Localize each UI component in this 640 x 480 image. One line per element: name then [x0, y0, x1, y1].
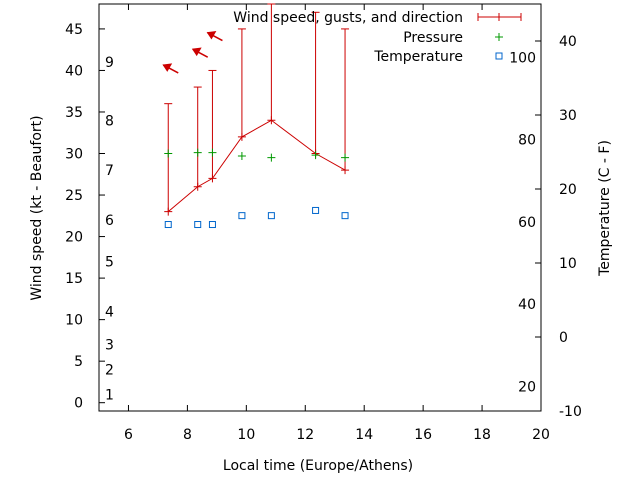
- beaufort-label: 9: [105, 55, 114, 71]
- wind-speed-point: [208, 174, 217, 183]
- beaufort-label: 6: [105, 213, 114, 229]
- pressure-point: [237, 152, 246, 161]
- wind-direction-arrow: [206, 30, 223, 42]
- legend-sample: [495, 33, 503, 41]
- pressure-series: [164, 148, 350, 162]
- wind-speed-point: [341, 166, 350, 175]
- beaufort-label: 4: [105, 304, 114, 320]
- wind-direction-arrow: [162, 63, 179, 74]
- plot-border: [98, 3, 542, 412]
- x-axis-label: Local time (Europe/Athens): [223, 458, 413, 474]
- beaufort-label: 2: [105, 362, 114, 378]
- y-right-tick-label: -10: [559, 404, 582, 420]
- fahrenheit-scale-labels: 20 40 60 80 100: [509, 50, 536, 395]
- wind-speed-point: [237, 132, 246, 141]
- beaufort-label: 7: [105, 163, 114, 179]
- y-right-tick-label: 40: [559, 34, 577, 50]
- wind-direction-arrows: [162, 30, 223, 74]
- y-left-tick-label: 30: [65, 147, 83, 163]
- y-left-tick-label: 15: [65, 271, 83, 287]
- beaufort-label: 3: [105, 338, 114, 354]
- legend: Wind speed, gusts, and direction Pressure…: [233, 10, 522, 65]
- x-tick-label: 12: [296, 427, 314, 443]
- y-left-tick-label: 0: [74, 396, 83, 412]
- y-left-tick-label: 45: [65, 22, 83, 38]
- legend-label: Pressure: [403, 30, 463, 46]
- y-left-tick-label: 35: [65, 105, 83, 121]
- y-right-axis-ticks: -10 0 10 20 30 40: [535, 34, 582, 420]
- y-right-tick-label: 0: [559, 330, 568, 346]
- temperature-point: [341, 212, 349, 220]
- y-left-tick-label: 10: [65, 313, 83, 329]
- beaufort-label: 8: [105, 113, 114, 129]
- temperature-series: [164, 206, 349, 229]
- legend-sample: [495, 52, 503, 60]
- legend-label: Temperature: [373, 49, 463, 65]
- pressure-point: [311, 151, 320, 160]
- wind-series: [164, 3, 350, 216]
- y-left-tick-label: 20: [65, 230, 83, 246]
- x-axis-ticks: 6 8 10 12 14 16 18 20: [124, 4, 550, 443]
- pressure-point: [208, 148, 217, 157]
- y-left-axis-label: Wind speed (kt - Beaufort): [29, 115, 45, 300]
- y-right-axis-label: Temperature (C - F): [597, 140, 613, 277]
- x-tick-label: 6: [124, 427, 133, 443]
- temperature-point: [194, 221, 202, 229]
- temperature-point: [238, 212, 246, 220]
- beaufort-scale-labels: 1 2 3 4 5 6 7 8 9: [105, 55, 114, 403]
- wind-direction-arrow: [191, 47, 209, 58]
- wind-speed-point: [164, 207, 173, 216]
- legend-sample: [477, 13, 522, 21]
- temperature-point: [312, 206, 320, 214]
- y-right-tick-label: 10: [559, 256, 577, 272]
- x-tick-label: 18: [473, 427, 491, 443]
- y-left-axis-ticks: 0 5 10 15 20 25 30 35 40 45: [65, 22, 105, 412]
- pressure-point: [267, 153, 276, 162]
- x-tick-label: 10: [237, 427, 255, 443]
- fahrenheit-label: 60: [518, 215, 536, 231]
- fahrenheit-label: 80: [518, 133, 536, 149]
- beaufort-label: 1: [105, 387, 114, 403]
- y-left-tick-label: 5: [74, 354, 83, 370]
- y-right-tick-label: 30: [559, 108, 577, 124]
- fahrenheit-label: 40: [518, 297, 536, 313]
- x-tick-label: 8: [183, 427, 192, 443]
- temperature-point: [267, 212, 275, 220]
- y-left-tick-label: 40: [65, 63, 83, 79]
- pressure-point: [341, 153, 350, 162]
- wind-speed-point: [193, 182, 202, 191]
- y-right-tick-label: 20: [559, 182, 577, 198]
- beaufort-label: 5: [105, 254, 114, 270]
- wind-speed-point: [267, 116, 276, 125]
- wind-speed-line: [167, 119, 346, 213]
- pressure-point: [164, 149, 173, 158]
- pressure-point: [193, 148, 202, 157]
- legend-label: Wind speed, gusts, and direction: [233, 10, 463, 26]
- temperature-point: [208, 221, 216, 229]
- y-left-tick-label: 25: [65, 188, 83, 204]
- temperature-point: [164, 221, 172, 229]
- fahrenheit-label: 100: [509, 50, 536, 66]
- x-tick-label: 16: [414, 427, 432, 443]
- x-tick-label: 20: [532, 427, 550, 443]
- fahrenheit-label: 20: [518, 379, 536, 395]
- x-tick-label: 14: [355, 427, 373, 443]
